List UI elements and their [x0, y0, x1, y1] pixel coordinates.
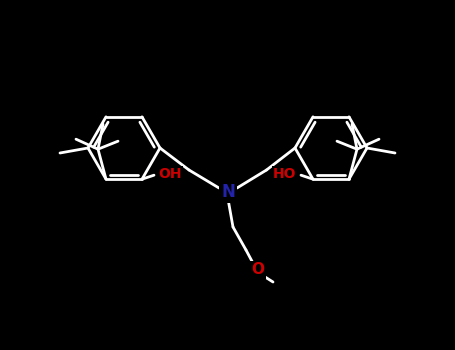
- Text: N: N: [221, 183, 235, 201]
- Text: HO: HO: [273, 167, 297, 181]
- Text: OH: OH: [158, 167, 182, 181]
- Text: O: O: [252, 262, 264, 278]
